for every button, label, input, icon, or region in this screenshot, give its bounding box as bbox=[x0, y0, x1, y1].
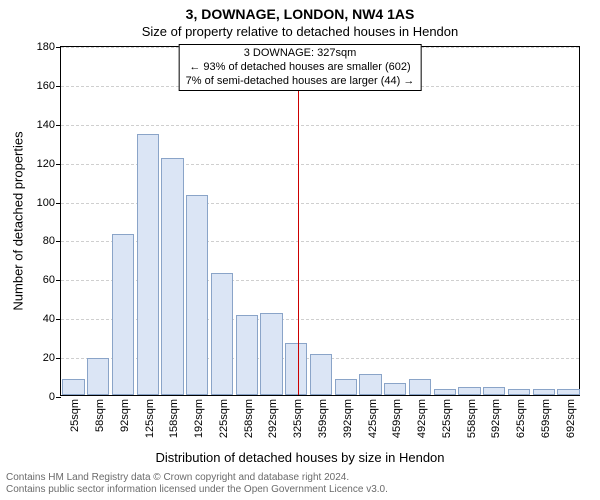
y-tick-mark bbox=[56, 125, 61, 126]
histogram-bar bbox=[236, 315, 258, 395]
y-tick-mark bbox=[56, 241, 61, 242]
chart-title-line1: 3, DOWNAGE, LONDON, NW4 1AS bbox=[0, 6, 600, 22]
histogram-bar bbox=[310, 354, 332, 395]
y-tick-mark bbox=[56, 397, 61, 398]
histogram-bar bbox=[359, 374, 381, 395]
x-tick-label: 58sqm bbox=[94, 399, 106, 445]
x-tick-label: 92sqm bbox=[119, 399, 131, 445]
x-tick-label: 692sqm bbox=[565, 399, 577, 445]
y-tick-label: 0 bbox=[49, 391, 55, 403]
x-tick-label: 225sqm bbox=[218, 399, 230, 445]
histogram-bar bbox=[458, 387, 480, 395]
histogram-bar bbox=[409, 379, 431, 395]
attribution-footer: Contains HM Land Registry data © Crown c… bbox=[6, 472, 388, 496]
y-tick-mark bbox=[56, 280, 61, 281]
annotation-line1: 3 DOWNAGE: 327sqm bbox=[186, 47, 415, 61]
x-axis-label: Distribution of detached houses by size … bbox=[0, 450, 600, 465]
x-tick-label: 359sqm bbox=[317, 399, 329, 445]
x-tick-label: 392sqm bbox=[342, 399, 354, 445]
x-tick-label: 492sqm bbox=[416, 399, 428, 445]
histogram-bar bbox=[112, 234, 134, 395]
y-tick-label: 40 bbox=[43, 313, 55, 325]
y-tick-mark bbox=[56, 86, 61, 87]
histogram-bar bbox=[335, 379, 357, 395]
y-tick-label: 20 bbox=[43, 352, 55, 364]
y-tick-label: 180 bbox=[37, 41, 55, 53]
x-tick-label: 558sqm bbox=[466, 399, 478, 445]
histogram-bar bbox=[384, 383, 406, 395]
histogram-bar bbox=[186, 195, 208, 395]
x-tick-label: 292sqm bbox=[267, 399, 279, 445]
x-tick-label: 592sqm bbox=[490, 399, 502, 445]
histogram-bar bbox=[260, 313, 282, 395]
histogram-bar bbox=[533, 389, 555, 395]
x-tick-label: 158sqm bbox=[168, 399, 180, 445]
x-tick-label: 525sqm bbox=[441, 399, 453, 445]
property-marker-line bbox=[298, 47, 299, 395]
x-tick-label: 625sqm bbox=[515, 399, 527, 445]
y-tick-mark bbox=[56, 47, 61, 48]
y-tick-label: 100 bbox=[37, 197, 55, 209]
x-tick-label: 25sqm bbox=[69, 399, 81, 445]
x-tick-label: 125sqm bbox=[144, 399, 156, 445]
annotation-line2: ← 93% of detached houses are smaller (60… bbox=[186, 61, 415, 75]
histogram-bar bbox=[161, 158, 183, 395]
y-tick-label: 140 bbox=[37, 119, 55, 131]
x-tick-label: 659sqm bbox=[540, 399, 552, 445]
footer-line2: Contains public sector information licen… bbox=[6, 484, 388, 496]
x-tick-label: 325sqm bbox=[292, 399, 304, 445]
footer-line1: Contains HM Land Registry data © Crown c… bbox=[6, 472, 388, 484]
histogram-bar bbox=[557, 389, 579, 395]
y-tick-mark bbox=[56, 203, 61, 204]
histogram-bar bbox=[285, 343, 307, 396]
x-tick-label: 425sqm bbox=[367, 399, 379, 445]
histogram-bar bbox=[434, 389, 456, 395]
chart-title-line2: Size of property relative to detached ho… bbox=[0, 24, 600, 39]
annotation-line3: 7% of semi-detached houses are larger (4… bbox=[186, 75, 415, 89]
histogram-bar bbox=[483, 387, 505, 395]
histogram-bar bbox=[508, 389, 530, 395]
y-tick-mark bbox=[56, 358, 61, 359]
y-tick-label: 120 bbox=[37, 158, 55, 170]
histogram-bar bbox=[87, 358, 109, 395]
y-tick-label: 160 bbox=[37, 80, 55, 92]
plot-area: 02040608010012014016018025sqm58sqm92sqm1… bbox=[60, 46, 580, 396]
chart-annotation-box: 3 DOWNAGE: 327sqm ← 93% of detached hous… bbox=[179, 44, 422, 91]
y-tick-mark bbox=[56, 164, 61, 165]
x-tick-label: 192sqm bbox=[193, 399, 205, 445]
y-axis-label: Number of detached properties bbox=[11, 131, 26, 310]
histogram-bar bbox=[137, 134, 159, 395]
chart-container: 3, DOWNAGE, LONDON, NW4 1AS Size of prop… bbox=[0, 0, 600, 500]
histogram-bar bbox=[62, 379, 84, 395]
y-tick-label: 60 bbox=[43, 274, 55, 286]
y-tick-mark bbox=[56, 319, 61, 320]
y-tick-label: 80 bbox=[43, 235, 55, 247]
y-gridline bbox=[61, 125, 579, 126]
x-tick-label: 258sqm bbox=[243, 399, 255, 445]
x-tick-label: 459sqm bbox=[391, 399, 403, 445]
histogram-bar bbox=[211, 273, 233, 396]
